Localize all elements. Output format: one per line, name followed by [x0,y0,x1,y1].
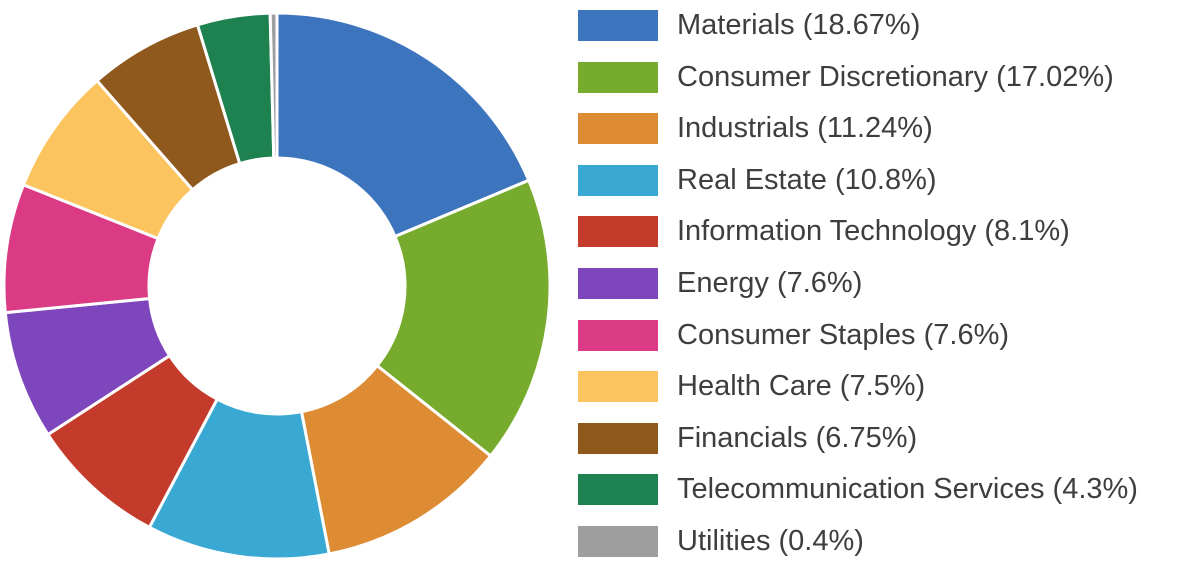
donut-slice-consumer-discretionary[interactable] [375,178,552,459]
legend-label: Consumer Discretionary (17.02%) [677,60,1114,93]
legend-swatch-icon [578,319,658,351]
donut-chart [2,11,552,561]
legend-item-industrials[interactable]: Industrials (11.24%) [578,112,1191,145]
legend-label: Consumer Staples (7.6%) [677,318,1010,351]
legend-item-telecommunication-services[interactable]: Telecommunication Services (4.3%) [578,473,1191,506]
legend-item-utilities[interactable]: Utilities (0.4%) [578,524,1191,557]
legend-item-health-care[interactable]: Health Care (7.5%) [578,370,1191,403]
legend-label: Real Estate (10.8%) [677,163,937,196]
legend-label: Utilities (0.4%) [677,524,864,557]
legend-item-consumer-staples[interactable]: Consumer Staples (7.6%) [578,318,1191,351]
legend-item-energy[interactable]: Energy (7.6%) [578,266,1191,299]
legend-label: Health Care (7.5%) [677,370,926,403]
legend-label: Financials (6.75%) [677,421,918,454]
legend-item-real-estate[interactable]: Real Estate (10.8%) [578,163,1191,196]
legend-swatch-icon [578,61,658,93]
legend-label: Industrials (11.24%) [677,112,933,145]
legend-swatch-icon [578,10,658,41]
legend-label: Information Technology (8.1%) [677,215,1070,248]
legend-swatch-icon [578,474,658,506]
legend-item-information-technology[interactable]: Information Technology (8.1%) [578,215,1191,248]
chart-legend: Materials (18.67%) Consumer Discretionary… [578,10,1191,578]
legend-swatch-icon [578,113,658,145]
legend-swatch-icon [578,422,658,454]
legend-item-materials[interactable]: Materials (18.67%) [578,10,1191,41]
legend-item-consumer-discretionary[interactable]: Consumer Discretionary (17.02%) [578,60,1191,93]
legend-label: Energy (7.6%) [677,266,863,299]
donut-slice-materials[interactable] [275,11,531,239]
legend-swatch-icon [578,164,658,196]
legend-label: Telecommunication Services (4.3%) [677,473,1138,506]
legend-item-financials[interactable]: Financials (6.75%) [578,421,1191,454]
donut-slice-industrials[interactable] [299,363,493,556]
legend-label: Materials (18.67%) [677,9,921,41]
legend-swatch-icon [578,525,658,557]
legend-swatch-icon [578,216,658,248]
legend-swatch-icon [578,267,658,299]
legend-swatch-icon [578,371,658,403]
donut-slice-utilities[interactable] [268,11,279,160]
